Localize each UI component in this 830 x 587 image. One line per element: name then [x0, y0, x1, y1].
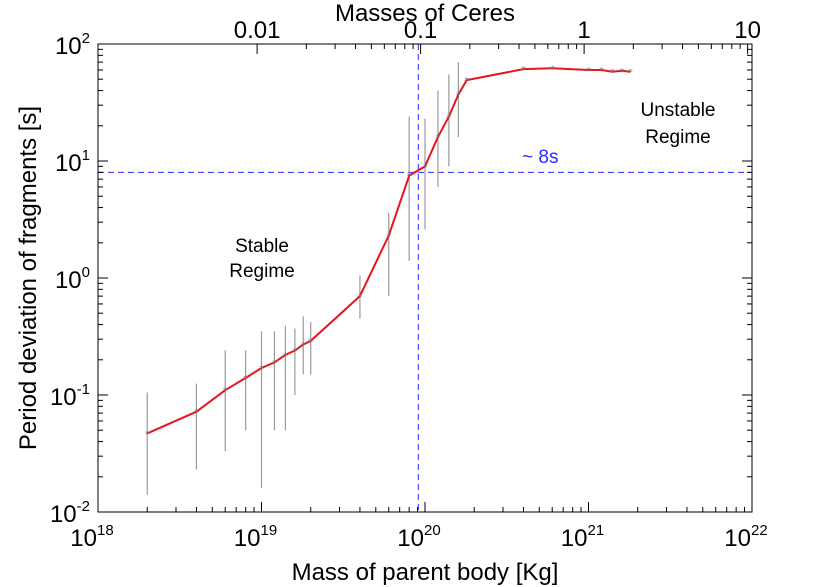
- data-point: *: [308, 337, 313, 348]
- data-point: *: [145, 429, 150, 440]
- data-point: *: [628, 68, 633, 79]
- data-point: *: [223, 386, 228, 397]
- top-axis-title: Masses of Ceres: [335, 0, 515, 27]
- data-point: *: [386, 232, 391, 243]
- data-point: *: [423, 162, 428, 173]
- data-point: *: [446, 113, 451, 124]
- data-point: *: [243, 374, 248, 385]
- data-point: *: [586, 66, 591, 77]
- data-point: *: [194, 408, 199, 419]
- unstable-regime-label-line2: Regime: [645, 127, 710, 148]
- data-point: *: [619, 67, 624, 78]
- data-point: *: [550, 64, 555, 75]
- top-tick-label: 10: [734, 17, 761, 44]
- data-point: *: [259, 364, 264, 375]
- y-tick-label: 10-1: [50, 381, 90, 411]
- y-tick-label: 10-2: [50, 498, 90, 528]
- x-tick-label: 1021: [561, 522, 604, 552]
- data-point: *: [610, 68, 615, 79]
- y-axis-label: Period deviation of fragments [s]: [15, 106, 42, 450]
- top-tick-label: 1: [577, 17, 590, 44]
- data-point: *: [357, 292, 362, 303]
- data-point: *: [292, 347, 297, 358]
- data-point: *: [464, 76, 469, 87]
- data-point: *: [521, 65, 526, 76]
- stable-regime-label-line2: Regime: [229, 261, 294, 282]
- stable-regime-label-line1: Stable: [235, 236, 289, 257]
- y-tick-label: 101: [55, 147, 90, 177]
- data-point: *: [272, 358, 277, 369]
- data-point: *: [301, 341, 306, 352]
- data-point: *: [599, 66, 604, 77]
- x-tick-label: 1018: [70, 522, 113, 552]
- axis-ticks: [97, 44, 753, 513]
- x-tick-label: 1020: [397, 522, 440, 552]
- data-point: *: [456, 91, 461, 102]
- threshold-annotation: ~ 8s: [522, 147, 558, 168]
- x-tick-label: 1022: [724, 522, 767, 552]
- data-series: ******* ** ********** * * * * * *: [145, 64, 633, 440]
- y-tick-label: 100: [55, 264, 90, 294]
- top-tick-label: 0.01: [234, 17, 281, 44]
- y-tick-label: 102: [55, 30, 90, 60]
- error-bars: [146, 62, 459, 495]
- reference-lines: [98, 44, 752, 512]
- x-axis-label: Mass of parent body [Kg]: [292, 559, 559, 586]
- x-tick-label: 1019: [234, 522, 277, 552]
- top-tick-label: 0.1: [404, 17, 437, 44]
- tick-labels: 0.01 0.1 1 10 1018 1019 1020 1021 1022 10-2 10-1 10…: [50, 17, 768, 552]
- data-point: *: [283, 351, 288, 362]
- data-point: *: [407, 172, 412, 183]
- data-point: *: [435, 133, 440, 144]
- series-line: [146, 67, 631, 435]
- unstable-regime-label-line1: Unstable: [641, 100, 716, 121]
